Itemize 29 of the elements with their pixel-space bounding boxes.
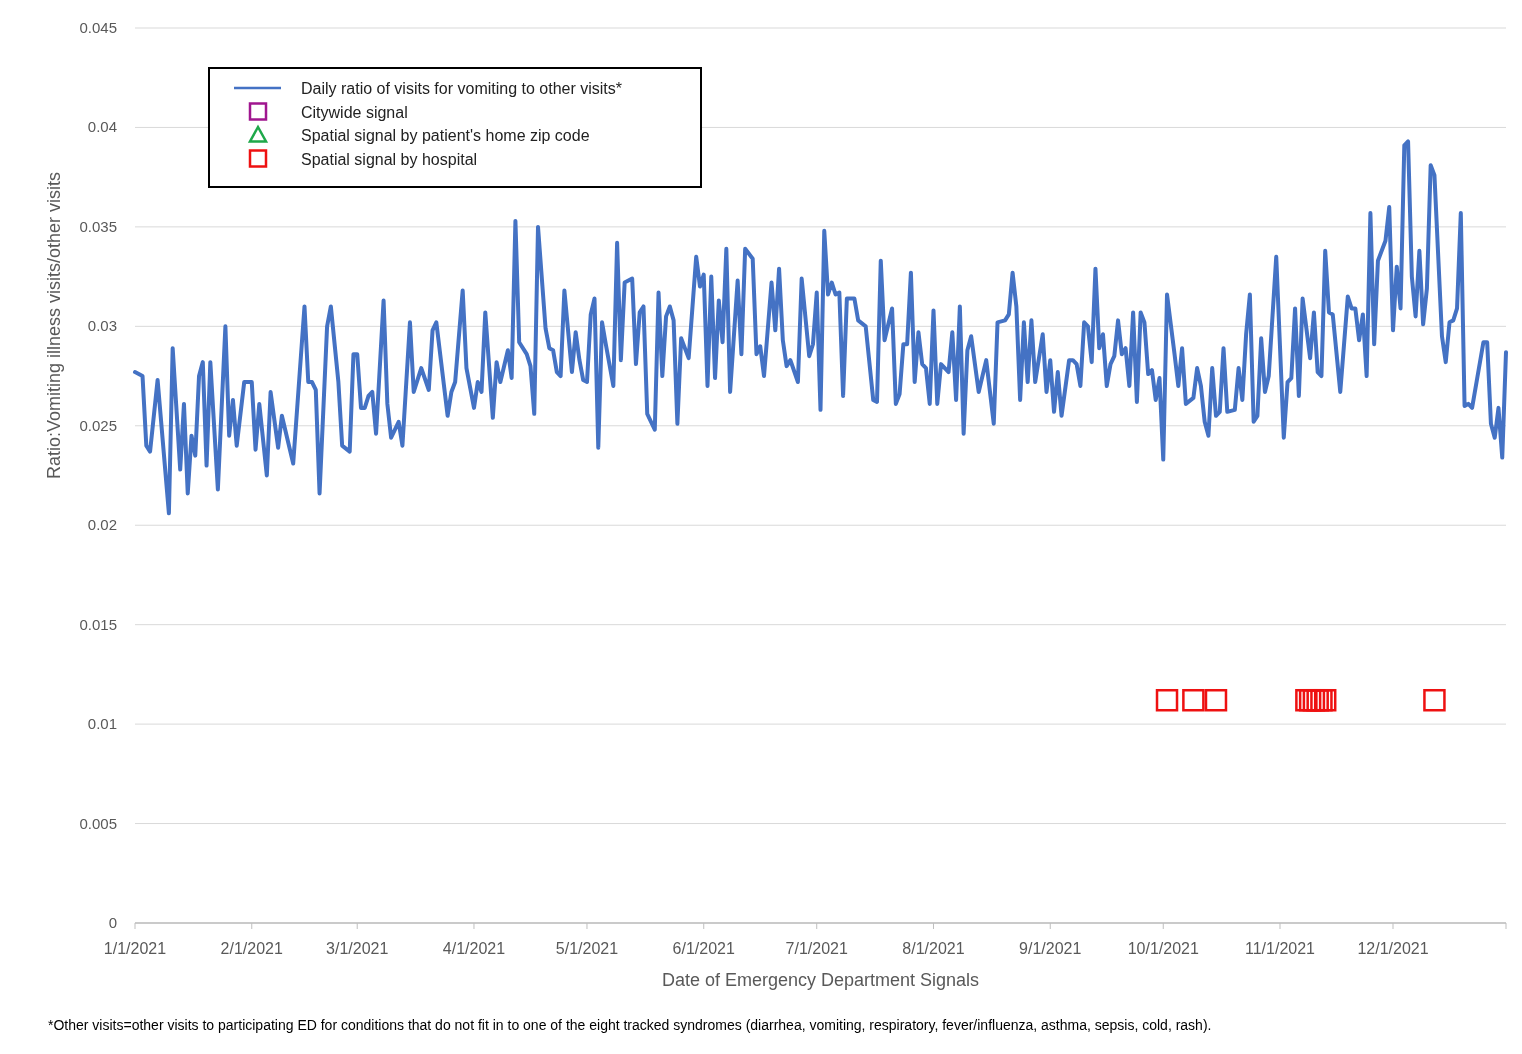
y-tick-label: 0.03 (87, 317, 117, 335)
y-tick-label: 0.015 (79, 615, 117, 633)
legend-label: Spatial signal by hospital (301, 150, 478, 168)
y-tick-label: 0.02 (87, 516, 117, 534)
text: *Other visits=other visits to participating ED for conditions that do not fit in to one of the eight tracked syndromes (diarrhea, vomiting, respiratory, fever/influenza, asthma, sepsis, cold, rash). (48, 1017, 1212, 1033)
x-tick-label: 2/1/2021 (220, 940, 283, 957)
x-tick-label: 9/1/2021 (1019, 940, 1082, 957)
y-tick-label: 0.04 (87, 118, 117, 136)
y-tick-label: 0.045 (79, 19, 117, 36)
y-tick-label: 0.035 (79, 217, 117, 235)
x-tick-label: 6/1/2021 (672, 940, 735, 957)
legend-label: Spatial signal by patient's home zip code (301, 127, 590, 144)
x-axis-title: Date of Emergency Department Signals (661, 970, 980, 990)
y-tick-label: 0 (108, 914, 117, 931)
x-tick-label: 8/1/2021 (902, 940, 965, 957)
y-tick-label: 0.005 (79, 814, 117, 832)
legend-label: Daily ratio of visits for vomiting to other visits* (301, 80, 622, 97)
x-tick-label: 1/1/2021 (103, 940, 167, 957)
y-axis-title: Ratio:Vomiting illness visits/other visits (44, 171, 64, 480)
x-tick-label: 12/1/2021 (1357, 940, 1429, 957)
x-tick-label: 10/1/2021 (1127, 940, 1199, 957)
x-tick-label: 3/1/2021 (326, 940, 389, 957)
y-tick-label: 0.01 (87, 715, 117, 733)
legend-label: Citywide signal (301, 103, 408, 121)
y-tick-label: 0.025 (79, 416, 117, 434)
x-tick-label: 5/1/2021 (555, 940, 619, 957)
x-tick-label: 11/1/2021 (1245, 940, 1316, 957)
x-tick-label: 7/1/2021 (785, 940, 848, 957)
x-tick-label: 4/1/2021 (442, 940, 506, 957)
